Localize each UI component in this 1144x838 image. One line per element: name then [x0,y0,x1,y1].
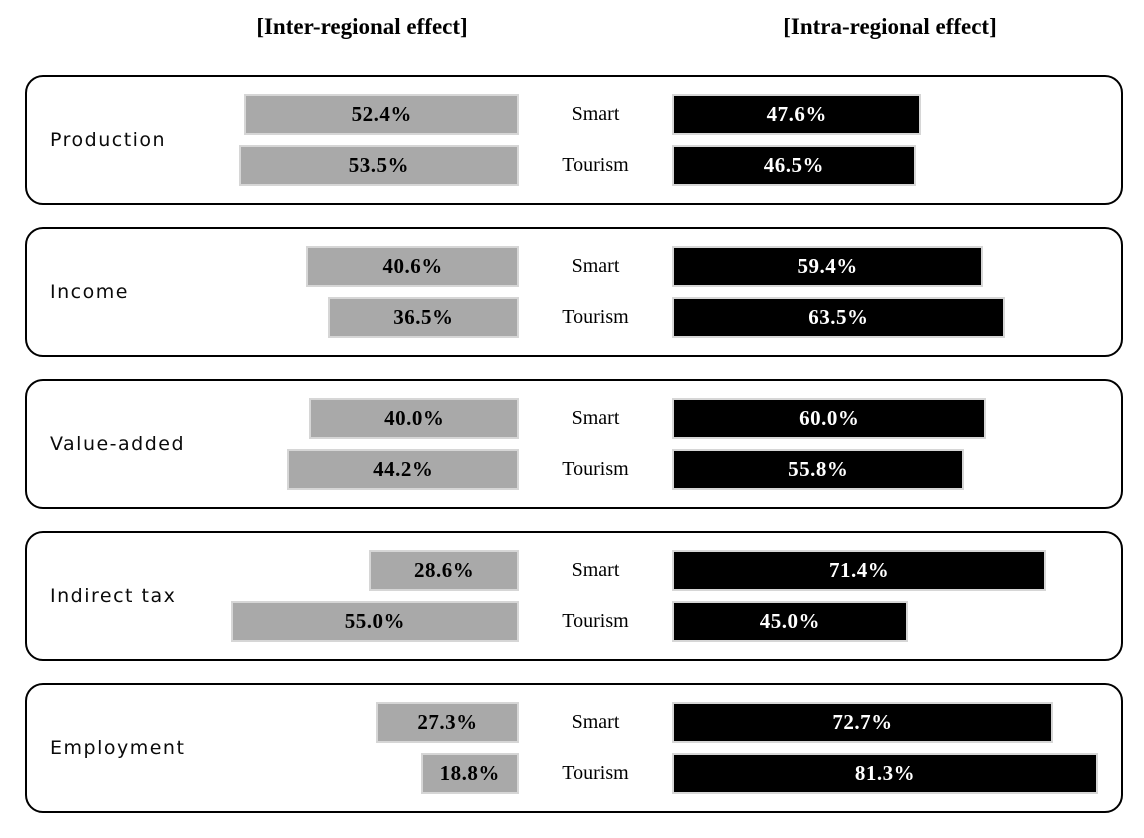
bar-rows: 40.0% Smart 60.0% 44.2% Tourism 55.8% [27,398,1121,490]
intra-bar-value-label: 46.5% [763,153,824,177]
category-panel: Income 40.6% Smart 59.4% 36.5% Tourism 6… [25,227,1123,357]
inter-bar-value-label: 44.2% [373,457,434,481]
inter-regional-bar: 27.3% [375,702,519,743]
inter-bar-value-label: 53.5% [348,153,409,177]
intra-regional-bar: 72.7% [672,702,1053,743]
intra-regional-zone: 63.5% [672,297,1121,338]
inter-regional-zone: 36.5% [27,297,519,338]
bar-rows: 28.6% Smart 71.4% 55.0% Tourism 45.0% [27,550,1121,642]
series-label: Smart [571,711,620,733]
intra-regional-bar: 59.4% [672,246,984,287]
intra-regional-zone: 45.0% [672,601,1121,642]
intra-regional-bar: 55.8% [672,449,965,490]
intra-regional-bar: 60.0% [672,398,987,439]
intra-regional-zone: 71.4% [672,550,1121,591]
series-label: Tourism [562,610,629,632]
inter-regional-bar: 52.4% [244,94,519,135]
category-panel: Indirect tax 28.6% Smart 71.4% 55.0% Tou… [25,531,1123,661]
inter-regional-bar: 28.6% [369,550,519,591]
bar-row: 55.0% Tourism 45.0% [27,601,1121,642]
bar-rows: 40.6% Smart 59.4% 36.5% Tourism 63.5% [27,246,1121,338]
intra-bar-value-label: 59.4% [797,254,858,278]
intra-bar-value-label: 45.0% [759,609,821,633]
bar-row: 28.6% Smart 71.4% [27,550,1121,591]
intra-regional-zone: 72.7% [672,702,1121,743]
intra-regional-bar: 45.0% [672,601,908,642]
inter-regional-zone: 55.0% [27,601,519,642]
series-label: Smart [571,407,620,429]
inter-bar-value-label: 40.0% [384,406,445,430]
intra-bar-value-label: 47.6% [766,102,827,126]
series-label: Tourism [562,458,629,480]
inter-regional-bar: 36.5% [327,297,519,338]
inter-regional-bar: 53.5% [238,145,519,186]
inter-regional-bar: 18.8% [420,753,519,794]
intra-regional-zone: 55.8% [672,449,1121,490]
intra-bar-value-label: 55.8% [788,457,849,481]
inter-bar-value-label: 40.6% [382,254,443,278]
inter-regional-effect-header: [Inter-regional effect] [256,14,468,39]
category-label: Employment [50,737,186,759]
intra-regional-zone: 46.5% [672,145,1121,186]
category-label: Indirect tax [50,585,177,607]
category-panel: Production 52.4% Smart 47.6% 53.5% Touri… [25,75,1123,205]
bar-row: 52.4% Smart 47.6% [27,94,1121,135]
category-label: Production [50,129,167,151]
inter-bar-value-label: 18.8% [439,761,500,785]
intra-regional-bar: 46.5% [672,145,916,186]
inter-bar-value-label: 28.6% [413,558,475,582]
category-panel: Employment 27.3% Smart 72.7% 18.8% Touri… [25,683,1123,813]
bar-row: 44.2% Tourism 55.8% [27,449,1121,490]
intra-regional-zone: 47.6% [672,94,1121,135]
bar-row: 18.8% Tourism 81.3% [27,753,1121,794]
bar-row: 40.0% Smart 60.0% [27,398,1121,439]
inter-regional-zone: 27.3% [27,702,519,743]
intra-regional-effect-header: [Intra-regional effect] [783,14,997,39]
series-label: Smart [571,559,620,581]
inter-regional-bar: 40.6% [306,246,519,287]
inter-bar-value-label: 27.3% [417,710,478,734]
inter-bar-value-label: 52.4% [351,102,412,126]
intra-regional-zone: 60.0% [672,398,1121,439]
intra-regional-bar: 63.5% [672,297,1005,338]
inter-regional-zone: 18.8% [27,753,519,794]
intra-bar-value-label: 71.4% [828,558,890,582]
inter-bar-value-label: 36.5% [393,305,454,329]
series-label: Smart [571,255,620,277]
inter-regional-zone: 53.5% [27,145,519,186]
intra-regional-bar: 47.6% [672,94,922,135]
inter-regional-bar: 55.0% [230,601,519,642]
inter-regional-zone: 44.2% [27,449,519,490]
bar-row: 53.5% Tourism 46.5% [27,145,1121,186]
bar-rows: 52.4% Smart 47.6% 53.5% Tourism 46.5% [27,94,1121,186]
bar-row: 36.5% Tourism 63.5% [27,297,1121,338]
intra-bar-value-label: 81.3% [854,761,916,785]
inter-regional-zone: 28.6% [27,550,519,591]
category-panel: Value-added 40.0% Smart 60.0% 44.2% Tour… [25,379,1123,509]
bar-row: 40.6% Smart 59.4% [27,246,1121,287]
category-label: Value-added [50,433,186,455]
inter-regional-bar: 40.0% [309,398,519,439]
intra-regional-bar: 71.4% [672,550,1047,591]
category-label: Income [50,281,129,303]
inter-bar-value-label: 55.0% [344,609,406,633]
inter-regional-zone: 40.6% [27,246,519,287]
intra-regional-zone: 59.4% [672,246,1121,287]
series-label: Smart [571,103,620,125]
intra-regional-zone: 81.3% [672,753,1121,794]
bar-row: 27.3% Smart 72.7% [27,702,1121,743]
intra-regional-bar: 81.3% [672,753,1098,794]
intra-bar-value-label: 63.5% [808,305,869,329]
bar-rows: 27.3% Smart 72.7% 18.8% Tourism 81.3% [27,702,1121,794]
inter-regional-zone: 40.0% [27,398,519,439]
intra-bar-value-label: 72.7% [832,710,893,734]
inter-regional-bar: 44.2% [287,449,519,490]
intra-bar-value-label: 60.0% [799,406,860,430]
series-label: Tourism [562,762,629,784]
series-label: Tourism [562,306,629,328]
series-label: Tourism [562,154,629,176]
chart-area: Production 52.4% Smart 47.6% 53.5% Touri… [25,75,1123,835]
inter-regional-zone: 52.4% [27,94,519,135]
